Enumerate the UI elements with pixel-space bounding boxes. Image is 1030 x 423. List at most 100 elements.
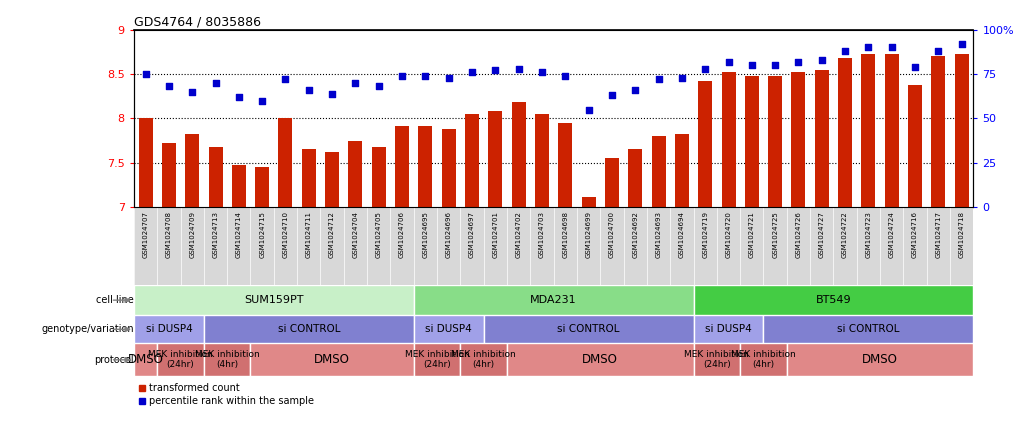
- Bar: [908, 85, 922, 207]
- Text: GSM1024707: GSM1024707: [142, 211, 148, 258]
- Text: DMSO: DMSO: [862, 353, 898, 365]
- Bar: [255, 167, 269, 207]
- Bar: [372, 147, 385, 207]
- Text: GSM1024719: GSM1024719: [702, 211, 709, 258]
- Text: GSM1024715: GSM1024715: [260, 211, 265, 258]
- Bar: [442, 129, 455, 207]
- Point: [697, 65, 714, 72]
- Bar: [931, 56, 946, 207]
- Text: MEK inhibition
(4hr): MEK inhibition (4hr): [731, 350, 796, 368]
- Text: GSM1024713: GSM1024713: [212, 211, 218, 258]
- Point: [954, 41, 970, 47]
- Text: genotype/variation: genotype/variation: [41, 324, 134, 334]
- Text: GSM1024693: GSM1024693: [655, 211, 661, 258]
- Text: GSM1024725: GSM1024725: [772, 211, 778, 258]
- Bar: [488, 111, 503, 207]
- Point: [207, 80, 224, 86]
- Text: GSM1024703: GSM1024703: [539, 211, 545, 258]
- Text: GSM1024706: GSM1024706: [399, 211, 405, 258]
- Bar: [815, 69, 829, 207]
- Text: BT549: BT549: [816, 295, 851, 305]
- Point: [347, 80, 364, 86]
- Text: DMSO: DMSO: [582, 353, 618, 365]
- Point: [674, 74, 690, 81]
- Bar: [162, 143, 176, 207]
- Bar: [693, 285, 973, 316]
- Text: GSM1024692: GSM1024692: [632, 211, 639, 258]
- Bar: [232, 165, 246, 207]
- Bar: [139, 118, 152, 207]
- Bar: [955, 54, 968, 207]
- Text: GSM1024714: GSM1024714: [236, 211, 242, 258]
- Bar: [787, 343, 973, 376]
- Point: [511, 65, 527, 72]
- Point: [301, 87, 317, 93]
- Point: [744, 62, 760, 69]
- Bar: [278, 118, 293, 207]
- Point: [814, 56, 830, 63]
- Point: [884, 44, 900, 51]
- Text: GSM1024699: GSM1024699: [586, 211, 591, 258]
- Bar: [512, 102, 525, 207]
- Bar: [885, 55, 899, 207]
- Text: si DUSP4: si DUSP4: [145, 324, 193, 334]
- Text: GSM1024708: GSM1024708: [166, 211, 172, 258]
- Bar: [675, 135, 689, 207]
- Point: [930, 47, 947, 54]
- Text: GSM1024700: GSM1024700: [609, 211, 615, 258]
- Text: protocol: protocol: [95, 355, 134, 365]
- Text: GDS4764 / 8035886: GDS4764 / 8035886: [134, 16, 261, 28]
- Point: [860, 44, 877, 51]
- Bar: [460, 343, 507, 376]
- Text: si CONTROL: si CONTROL: [277, 324, 340, 334]
- Text: GSM1024718: GSM1024718: [959, 211, 965, 258]
- Text: MEK inhibition
(24hr): MEK inhibition (24hr): [685, 350, 749, 368]
- Bar: [134, 316, 204, 343]
- Text: GSM1024727: GSM1024727: [819, 211, 825, 258]
- Point: [836, 47, 853, 54]
- Bar: [791, 72, 805, 207]
- Text: GSM1024723: GSM1024723: [865, 211, 871, 258]
- Bar: [768, 76, 782, 207]
- Bar: [465, 114, 479, 207]
- Bar: [693, 316, 763, 343]
- Bar: [693, 343, 741, 376]
- Bar: [348, 140, 363, 207]
- Point: [767, 62, 784, 69]
- Bar: [507, 343, 693, 376]
- Point: [790, 58, 806, 65]
- Bar: [484, 316, 693, 343]
- Point: [231, 94, 247, 101]
- Text: DMSO: DMSO: [128, 353, 164, 365]
- Text: GSM1024704: GSM1024704: [352, 211, 358, 258]
- Text: MEK inhibition
(24hr): MEK inhibition (24hr): [148, 350, 213, 368]
- Bar: [535, 114, 549, 207]
- Text: MEK inhibition
(4hr): MEK inhibition (4hr): [451, 350, 516, 368]
- Text: GSM1024698: GSM1024698: [562, 211, 569, 258]
- Bar: [605, 158, 619, 207]
- Point: [604, 92, 620, 99]
- Point: [441, 74, 457, 81]
- Text: si CONTROL: si CONTROL: [557, 324, 620, 334]
- Bar: [418, 126, 433, 207]
- Bar: [208, 147, 222, 207]
- Bar: [414, 343, 460, 376]
- Bar: [302, 149, 316, 207]
- Text: GSM1024709: GSM1024709: [190, 211, 196, 258]
- Bar: [741, 343, 787, 376]
- Bar: [861, 55, 875, 207]
- Bar: [250, 343, 414, 376]
- Point: [534, 69, 550, 76]
- Bar: [721, 72, 735, 207]
- Point: [371, 83, 387, 90]
- Point: [277, 76, 294, 83]
- Text: GSM1024702: GSM1024702: [516, 211, 521, 258]
- Point: [487, 67, 504, 74]
- Bar: [652, 136, 665, 207]
- Text: si DUSP4: si DUSP4: [425, 324, 472, 334]
- Text: SUM159PT: SUM159PT: [244, 295, 304, 305]
- Bar: [158, 343, 204, 376]
- Point: [323, 90, 340, 97]
- Legend: transformed count, percentile rank within the sample: transformed count, percentile rank withi…: [139, 383, 314, 406]
- Text: GSM1024724: GSM1024724: [889, 211, 895, 258]
